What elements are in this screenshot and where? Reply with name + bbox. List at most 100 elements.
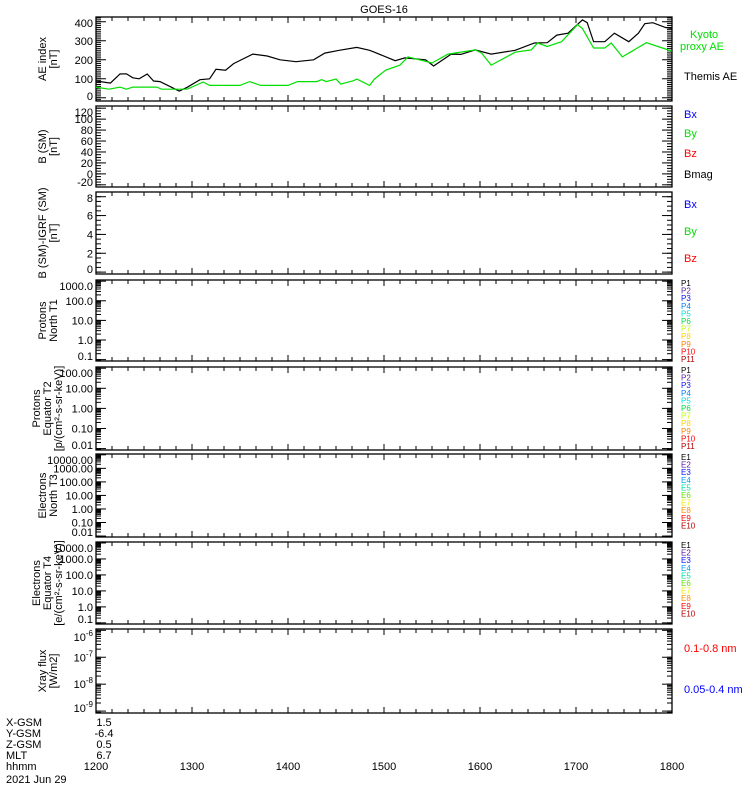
y-tick-exponent: -9 — [86, 700, 94, 709]
x-tick-label: 1800 — [660, 761, 684, 773]
y-tick-label: 200 — [75, 55, 93, 67]
y-tick-label: 10-6 — [74, 629, 94, 644]
legend-label: Bmag — [684, 169, 713, 181]
legend-label: P8 — [681, 332, 691, 341]
legend-label: P4 — [681, 389, 691, 398]
panel-p-t1: 0.1 1.0 10.0 100.0 1000.0 Protons North T1 P1P2… — [37, 279, 696, 364]
y-tick-label: 100.0 — [65, 570, 93, 582]
y-tick-base: 10 — [74, 679, 86, 691]
orbit-row-label: Z-GSM — [6, 739, 41, 751]
legend-label: E9 — [681, 514, 691, 523]
y-axis-label: Xray flux — [37, 649, 49, 692]
y-tick-label: 0.1 — [78, 614, 93, 626]
y-tick-label: -20 — [77, 177, 93, 189]
legend-label: P5 — [681, 309, 691, 318]
y-tick-label: 10.0 — [72, 315, 93, 327]
y-tick-label: 0.10 — [72, 423, 93, 435]
orbit-row-label: MLT — [6, 750, 27, 762]
y-tick-label: 1000.0 — [59, 281, 93, 293]
legend-label: Themis AE — [684, 71, 737, 83]
y-tick-label: 1.0 — [78, 602, 93, 614]
legend-label: P7 — [681, 325, 691, 334]
y-tick-label: 80 — [81, 125, 93, 137]
panel-frame — [95, 453, 673, 538]
y-tick-label: 4 — [87, 229, 93, 241]
legend-label: P10 — [681, 347, 696, 356]
y-tick-label: 10000.00 — [47, 455, 93, 467]
legend-label: Bz — [684, 148, 697, 160]
x-tick-label: 1200 — [84, 761, 108, 773]
y-tick-label: 100.00 — [59, 368, 93, 380]
y-tick-label: 10-9 — [74, 700, 94, 715]
legend-label: E3 — [681, 556, 691, 565]
legend-label: By — [684, 128, 697, 140]
legend-label: Kyoto — [690, 29, 718, 41]
legend-label: P3 — [681, 294, 691, 303]
legend-label: E4 — [681, 476, 691, 485]
legend-label: P4 — [681, 302, 691, 311]
x-tick-label: 1300 — [180, 761, 204, 773]
legend-label: P11 — [681, 442, 695, 451]
y-axis-label: [nT] — [48, 224, 60, 243]
y-axis-label: Equator T2 — [42, 381, 54, 435]
legend-label: E1 — [681, 541, 691, 550]
panel-frame — [95, 105, 673, 188]
y-axis-label: AE index — [37, 36, 49, 81]
y-tick-label: 0.10 — [72, 518, 93, 530]
y-tick-label: 0 — [87, 91, 93, 103]
legend-label: Bx — [684, 199, 697, 211]
y-tick-base: 10 — [74, 632, 86, 644]
legend-label: 0.05-0.4 nm — [684, 684, 743, 696]
legend-label: E2 — [681, 461, 691, 470]
legend-label: P1 — [681, 279, 691, 288]
legend-label: E9 — [681, 602, 691, 611]
y-tick-label: 10-7 — [74, 649, 94, 664]
y-axis-label: [nT] — [48, 50, 60, 69]
y-tick-label: 1000.0 — [59, 554, 93, 566]
orbit-row-value: 1.5 — [96, 717, 111, 729]
legend-label: E8 — [681, 594, 691, 603]
panel-frame — [95, 279, 673, 362]
x-tick-label: 1400 — [276, 761, 300, 773]
y-tick-label: 10000.0 — [53, 543, 93, 555]
x-tick-label: 1500 — [372, 761, 396, 773]
y-tick-label: 100 — [75, 114, 93, 126]
legend-label: E1 — [681, 453, 691, 462]
panel-frame — [95, 628, 673, 714]
y-axis-label: Protons — [37, 301, 49, 339]
orbit-row-label: X-GSM — [6, 717, 42, 729]
y-axis-label: Protons — [31, 389, 43, 427]
legend-label: Bz — [684, 253, 697, 265]
y-axis-label: North T3 — [48, 474, 60, 517]
y-tick-label: 1.0 — [78, 335, 93, 347]
legend-label: P6 — [681, 404, 691, 413]
x-tick-label: 1700 — [564, 761, 588, 773]
legend-label: E3 — [681, 468, 691, 477]
y-tick-exponent: -6 — [86, 629, 94, 638]
y-tick-label: 60 — [81, 136, 93, 148]
legend-label: E7 — [681, 499, 691, 508]
y-tick-label: 0.01 — [72, 440, 93, 452]
orbit-row-value: 6.7 — [96, 750, 111, 762]
legend-label: Bx — [684, 109, 697, 121]
y-axis-label: Electrons — [31, 560, 43, 606]
y-tick-label: 10.00 — [65, 490, 93, 502]
y-tick-exponent: -7 — [86, 649, 94, 658]
plot-title: GOES-16 — [360, 4, 408, 16]
legend-label: P11 — [681, 355, 695, 364]
y-tick-label: 100.0 — [65, 296, 93, 308]
legend-label: P8 — [681, 419, 691, 428]
y-axis-label: [e/(cm²-s-sr-keV)] — [53, 540, 65, 626]
orbit-info: X-GSM 1.5 Y-GSM -6.4 Z-GSM 0.5 MLT 6.7 hhmm2021 … — [6, 717, 113, 786]
legend-label: 0.1-0.8 nm — [684, 643, 737, 655]
date-label: 2021 Jun 29 — [6, 774, 67, 786]
legend-label: E5 — [681, 483, 691, 492]
orbit-row-label: hhmm — [6, 761, 37, 773]
y-tick-label: 10-8 — [74, 676, 94, 691]
legend-label: By — [684, 226, 697, 238]
y-axis-label: [W/m2] — [48, 654, 60, 689]
y-tick-label: 1.00 — [72, 403, 93, 415]
